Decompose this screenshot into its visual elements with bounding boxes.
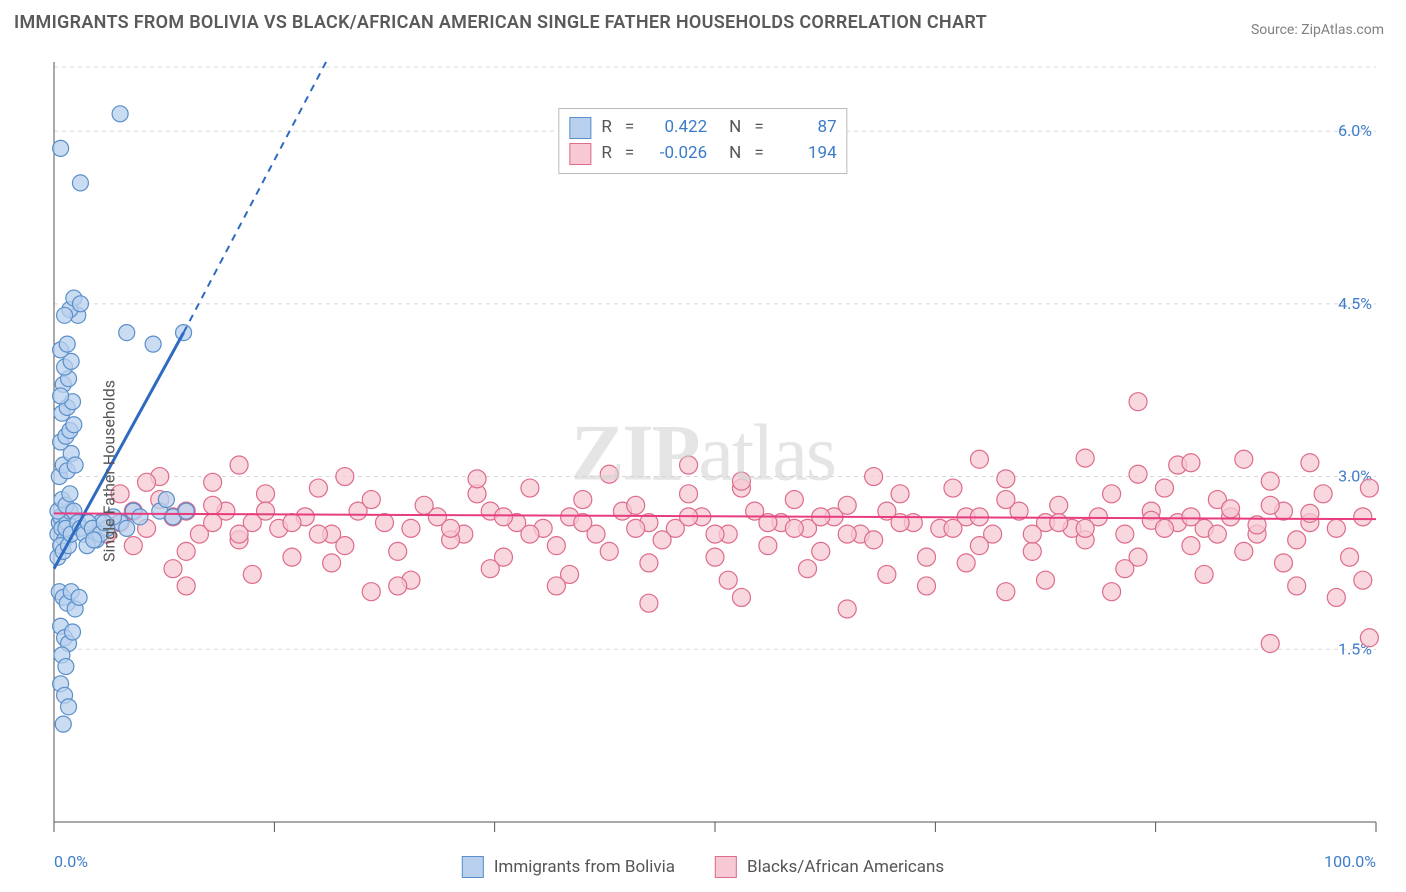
legend-swatch-bolivia: [462, 856, 484, 878]
legend-n-label: N: [729, 141, 741, 167]
series-label-bolivia: Immigrants from Bolivia: [494, 857, 675, 877]
legend-swatch-black: [715, 856, 737, 878]
chart-area: Single Father Households ZIPatlas 1.5%3.…: [0, 50, 1406, 892]
chart-title: IMMIGRANTS FROM BOLIVIA VS BLACK/AFRICAN…: [14, 12, 987, 33]
legend-r-value-bolivia: 0.422: [647, 115, 707, 141]
legend-n-label: N: [729, 115, 741, 141]
y-axis-label: Single Father Households: [99, 380, 118, 562]
chart-container: IMMIGRANTS FROM BOLIVIA VS BLACK/AFRICAN…: [0, 0, 1406, 892]
legend-n-value-bolivia: 87: [777, 115, 837, 141]
source-attribution: Source: ZipAtlas.com: [1251, 22, 1384, 38]
legend-swatch-black: [569, 143, 591, 165]
scatter-plot: 1.5%3.0%4.5%6.0%0.0%100.0%: [0, 50, 1406, 892]
series-legend-black: Blacks/African Americans: [715, 856, 944, 878]
series-legend: Immigrants from Bolivia Blacks/African A…: [462, 856, 944, 878]
correlation-legend: R = 0.422 N = 87 R = -0.026 N = 194: [558, 108, 847, 174]
svg-text:6.0%: 6.0%: [1338, 121, 1372, 140]
legend-r-label: R: [601, 115, 611, 141]
legend-n-value-black: 194: [777, 141, 837, 167]
series-label-black: Blacks/African Americans: [747, 857, 944, 877]
svg-text:0.0%: 0.0%: [54, 852, 88, 871]
series-legend-bolivia: Immigrants from Bolivia: [462, 856, 675, 878]
legend-r-label: R: [601, 141, 611, 167]
svg-text:4.5%: 4.5%: [1338, 294, 1372, 313]
legend-row-bolivia: R = 0.422 N = 87: [569, 115, 836, 141]
legend-row-black: R = -0.026 N = 194: [569, 141, 836, 167]
legend-r-value-black: -0.026: [647, 141, 707, 167]
legend-swatch-bolivia: [569, 117, 591, 139]
svg-text:100.0%: 100.0%: [1324, 852, 1376, 871]
